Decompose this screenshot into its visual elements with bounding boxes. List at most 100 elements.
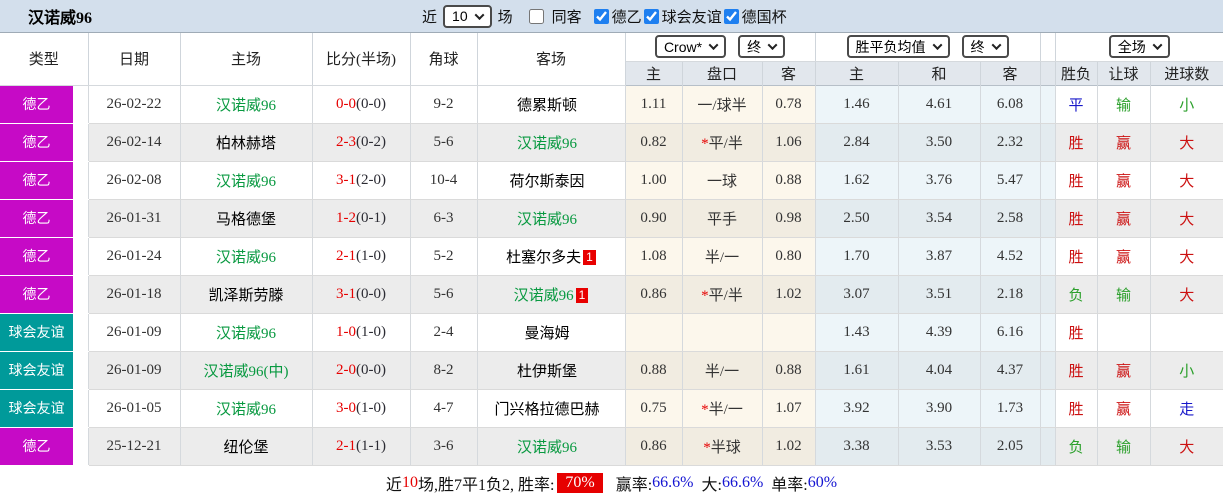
scope-select[interactable]: 全场 <box>1108 35 1170 59</box>
away-team-name: 杜塞尔多夫 <box>506 249 582 266</box>
odds-stage-select[interactable]: 终 <box>738 35 786 59</box>
avg-home-cell: 1.43 <box>815 313 899 352</box>
avg-draw-cell: 4.39 <box>898 313 981 352</box>
odds-source-select[interactable]: Crow* <box>654 35 727 59</box>
sub-result: 胜负 <box>1055 61 1098 85</box>
away-team-name: 荷尔斯泰因 <box>509 173 585 190</box>
score-cell: 3-1(2-0) <box>312 161 411 200</box>
away-team-cell: 杜伊斯堡 <box>477 351 626 390</box>
full-time-score: 3-0 <box>336 399 356 416</box>
match-type-cell: 球会友谊 <box>0 351 89 390</box>
spacer-subheader <box>1040 61 1056 85</box>
avg-away-cell: 4.52 <box>980 237 1041 276</box>
corner-cell: 5-6 <box>410 275 478 314</box>
corner-cell: 2-4 <box>410 313 478 352</box>
summary-footer: 近 10 场,胜7平1负2, 胜率: 70% 赢率: 66.6% 大: 66.6% 单率: 60% <box>0 465 1223 501</box>
club-friendly-checkbox[interactable] <box>643 8 659 24</box>
goals-result-cell: 大 <box>1150 237 1223 276</box>
scope-group-header: 全场 <box>1055 33 1223 62</box>
avg-source-select[interactable]: 胜平负均值 <box>846 35 950 59</box>
away-team-cell: 汉诺威96 <box>477 427 626 466</box>
half-time-score: (0-0) <box>356 95 386 112</box>
goals-result-cell <box>1150 313 1223 352</box>
score-cell: 3-0(1-0) <box>312 389 411 428</box>
sub-header-row: 主 盘口 客 主 和 客 胜负 让球 进球数 <box>0 61 1223 85</box>
match-history-table: 类型 日期 主场 比分(半场) 角球 客场 Crow* 终 <box>0 33 1223 466</box>
score-cell: 2-3(0-2) <box>312 123 411 162</box>
avg-home-cell: 2.50 <box>815 199 899 238</box>
odds-away-cell: 0.88 <box>762 351 816 390</box>
home-team-cell: 马格德堡 <box>180 199 313 238</box>
spacer-cell <box>1040 161 1056 200</box>
half-time-score: (1-0) <box>356 323 386 340</box>
home-team-cell: 汉诺威96 <box>180 313 313 352</box>
recent-count-select[interactable]: 10 <box>443 4 492 28</box>
chevron-down-icon <box>474 9 485 20</box>
handicap-cell: 一球 <box>682 161 763 200</box>
odds-away-cell: 0.88 <box>762 161 816 200</box>
home-team-name: 汉诺威96(中) <box>203 363 289 380</box>
home-team-name: 马格德堡 <box>215 211 276 228</box>
half-time-score: (1-0) <box>356 247 386 264</box>
match-type-cell: 德乙 <box>0 237 89 276</box>
away-team-name: 汉诺威96 <box>516 211 577 228</box>
table-row: 球会友谊 26-01-05 汉诺威96 3-0(1-0) 4-7 门兴格拉德巴赫… <box>0 389 1223 428</box>
home-team-cell: 凯泽斯劳滕 <box>180 275 313 314</box>
result-cell: 胜 <box>1055 351 1098 390</box>
table-row: 德乙 26-01-31 马格德堡 1-2(0-1) 6-3 汉诺威96 0.90… <box>0 199 1223 238</box>
score-cell: 2-1(1-0) <box>312 237 411 276</box>
away-team-name: 汉诺威96 <box>513 287 574 304</box>
table-row: 德乙 26-01-24 汉诺威96 2-1(1-0) 5-2 杜塞尔多夫 1 1.… <box>0 237 1223 276</box>
spread-result-cell <box>1097 313 1151 352</box>
result-cell: 胜 <box>1055 313 1098 352</box>
avg-source-value: 胜平负均值 <box>855 38 926 55</box>
odds-away-cell: 1.07 <box>762 389 816 428</box>
home-team-cell: 汉诺威96 <box>180 237 313 276</box>
avg-away-cell: 6.08 <box>980 85 1041 124</box>
match-type-badge: 德乙 <box>0 237 73 274</box>
big-value: 66.6% <box>721 474 764 491</box>
avg-draw-cell: 3.51 <box>898 275 981 314</box>
footer-count: 10 <box>401 474 418 491</box>
sub-odds-away: 客 <box>762 61 816 85</box>
spacer-cell <box>1040 199 1056 238</box>
half-time-score: (0-0) <box>356 361 386 378</box>
full-time-score: 1-2 <box>336 209 356 226</box>
odds-home-cell: 0.82 <box>625 123 683 162</box>
match-type-cell: 德乙 <box>0 427 89 466</box>
page-title: 汉诺威96 <box>28 10 93 27</box>
home-team-name: 汉诺威96 <box>215 97 276 114</box>
german-cup-checkbox[interactable] <box>723 8 739 24</box>
spread-result-cell: 赢 <box>1097 389 1151 428</box>
away-team-name: 汉诺威96 <box>516 135 577 152</box>
half-time-score: (0-1) <box>356 209 386 226</box>
date-cell: 25-12-21 <box>88 427 181 466</box>
match-type-badge: 德乙 <box>0 161 73 198</box>
spread-result-cell: 输 <box>1097 427 1151 466</box>
sub-spread: 让球 <box>1097 61 1151 85</box>
handicap-line: 平/半 <box>708 135 743 152</box>
avg-stage-select[interactable]: 终 <box>961 35 1009 59</box>
handicap-line: 半/一 <box>708 401 743 418</box>
unit-label: 场 <box>497 9 513 26</box>
match-type-badge: 德乙 <box>0 199 73 236</box>
sub-odds-home: 主 <box>625 61 683 85</box>
spacer-cell <box>1040 351 1056 390</box>
avg-away-cell: 1.73 <box>980 389 1041 428</box>
recent-count-value: 10 <box>452 8 468 24</box>
chevron-down-icon <box>708 40 719 51</box>
spacer-header <box>1040 33 1056 62</box>
date-cell: 26-02-14 <box>88 123 181 162</box>
odds-home-cell: 1.00 <box>625 161 683 200</box>
handicap-line: 平/半 <box>708 287 743 304</box>
match-type-badge: 德乙 <box>0 123 73 160</box>
league-d2-checkbox[interactable] <box>593 8 609 24</box>
win-rate-badge: 70% <box>557 473 603 493</box>
spread-result-cell: 赢 <box>1097 123 1151 162</box>
away-team-cell: 汉诺威96 1 <box>477 275 626 314</box>
handicap-line: 半/一 <box>704 249 740 266</box>
odds-away-cell: 1.02 <box>762 275 816 314</box>
same-opponent-checkbox[interactable] <box>528 8 544 24</box>
result-cell: 胜 <box>1055 199 1098 238</box>
odds-away-cell: 0.98 <box>762 199 816 238</box>
